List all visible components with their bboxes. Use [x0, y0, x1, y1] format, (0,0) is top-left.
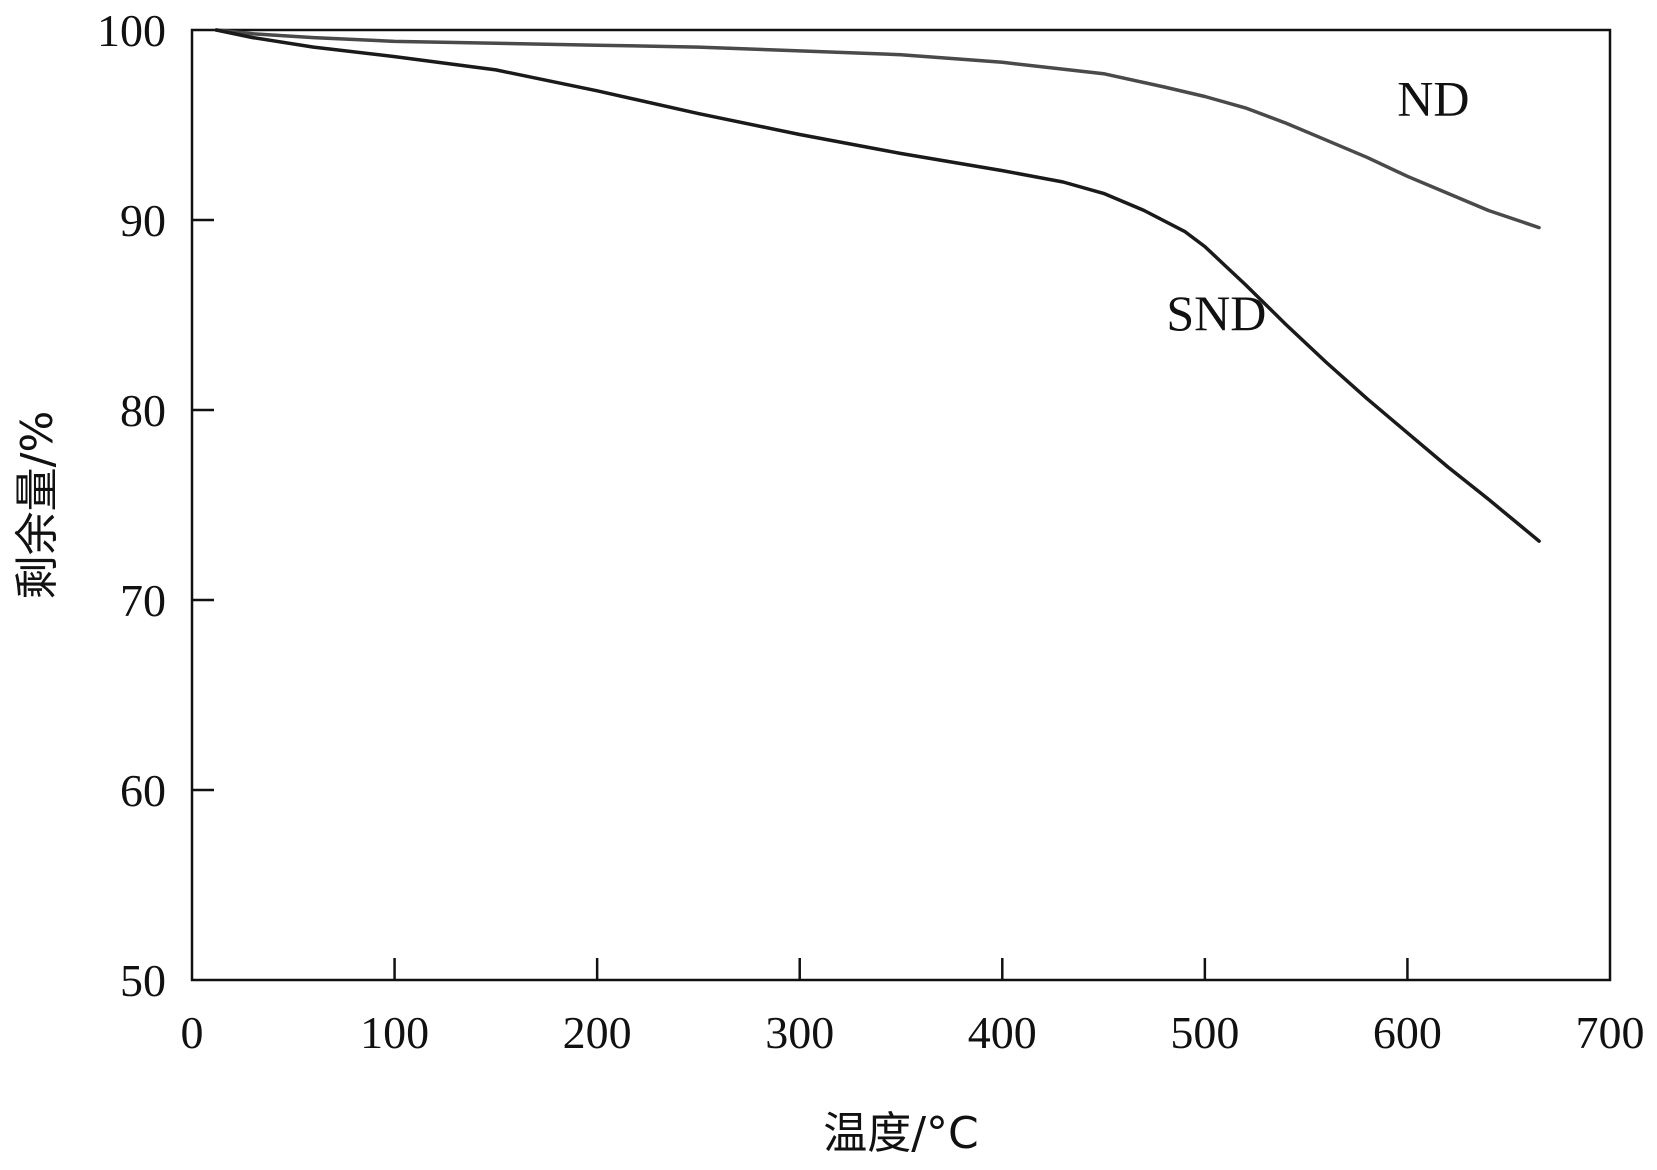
x-axis-ticks: 0 100 200 300 400 500 600 700	[181, 958, 1645, 1058]
x-tick-label: 700	[1576, 1007, 1645, 1058]
x-tick-label: 100	[360, 1007, 429, 1058]
y-axis-title: 剩余量/%	[12, 411, 63, 600]
x-tick-label: 400	[968, 1007, 1037, 1058]
series-line-nd	[214, 28, 1541, 230]
x-tick-label: 500	[1170, 1007, 1239, 1058]
y-tick-label: 70	[120, 575, 166, 626]
x-axis-title: 温度/°C	[823, 1108, 979, 1159]
series-label-nd: ND	[1397, 71, 1469, 127]
series-annotations: ND SND	[1166, 71, 1469, 342]
x-tick-label: 300	[765, 1007, 834, 1058]
y-tick-label: 100	[97, 5, 166, 56]
plot-frame	[190, 28, 1612, 982]
x-tick-label: 0	[181, 1007, 204, 1058]
series-layer	[214, 28, 1541, 543]
y-axis-ticks: 50 60 70 80 90 100	[97, 5, 214, 1006]
series-line-snd	[214, 28, 1541, 543]
x-tick-label: 600	[1373, 1007, 1442, 1058]
y-tick-label: 80	[120, 385, 166, 436]
y-tick-label: 60	[120, 765, 166, 816]
x-tick-label: 200	[563, 1007, 632, 1058]
y-tick-label: 50	[120, 955, 166, 1006]
y-tick-label: 90	[120, 195, 166, 246]
series-label-snd: SND	[1166, 285, 1266, 341]
